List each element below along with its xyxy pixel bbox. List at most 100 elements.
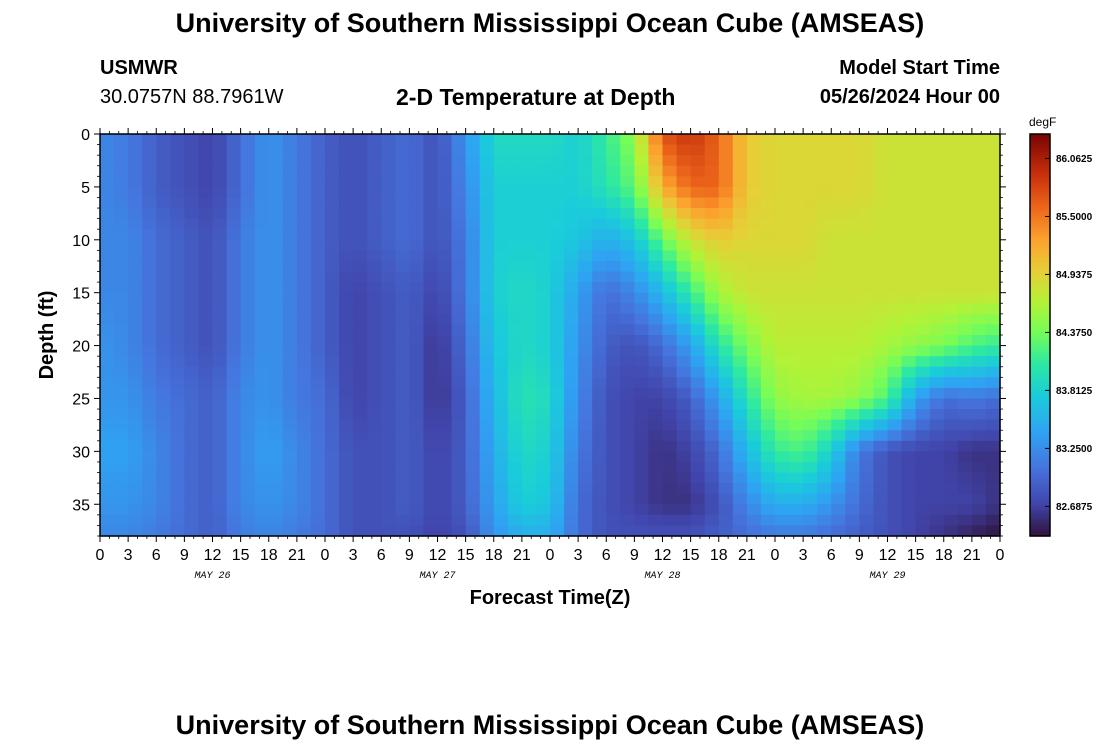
heatmap-cell	[282, 324, 298, 336]
heatmap-cell	[521, 514, 537, 527]
heatmap-cell	[662, 208, 678, 220]
heatmap-cell	[493, 472, 509, 484]
colorbar-swatch	[1030, 156, 1050, 160]
heatmap-cell	[746, 366, 762, 378]
heatmap-cell	[873, 144, 889, 156]
heatmap-cell	[479, 176, 495, 188]
heatmap-cell	[535, 282, 551, 294]
heatmap-cell	[507, 387, 523, 400]
heatmap-cell	[620, 472, 635, 484]
heatmap-cell	[592, 197, 607, 209]
station-name: USMWR	[100, 57, 178, 79]
heatmap-cell	[929, 387, 945, 400]
heatmap-cell	[437, 197, 453, 209]
colorbar-swatch	[1030, 189, 1050, 193]
heatmap-cell	[690, 144, 706, 156]
heatmap-cell	[732, 186, 748, 199]
heatmap-cell	[620, 218, 635, 230]
heatmap-cell	[550, 176, 565, 188]
heatmap-cell	[226, 155, 242, 167]
heatmap-cell	[240, 260, 256, 273]
heatmap-cell	[929, 144, 945, 156]
heatmap-cell	[240, 282, 256, 294]
heatmap-cell	[381, 197, 396, 209]
heatmap-cell	[212, 250, 228, 262]
heatmap-cell	[690, 377, 706, 389]
heatmap-cell	[212, 525, 228, 537]
heatmap-cell	[817, 208, 832, 220]
colorbar-swatch	[1030, 475, 1050, 479]
heatmap-cell	[339, 430, 354, 442]
heatmap-cell	[606, 398, 621, 410]
colorbar-swatch	[1030, 380, 1050, 384]
heatmap-cell	[845, 303, 860, 315]
heatmap-cell	[718, 335, 734, 347]
heatmap-cell	[971, 260, 987, 273]
heatmap-cell	[212, 440, 228, 452]
heatmap-cell	[634, 525, 650, 537]
heatmap-cell	[901, 335, 917, 347]
heatmap-cell	[296, 504, 312, 516]
heatmap-cell	[662, 176, 678, 188]
heatmap-cell	[789, 324, 804, 336]
heatmap-cell	[971, 197, 987, 209]
heatmap-cell	[873, 186, 889, 199]
heatmap-cell	[690, 208, 706, 220]
heatmap-cell	[282, 483, 298, 495]
heatmap-cell	[901, 292, 917, 304]
heatmap-cell	[760, 260, 776, 273]
heatmap-cell	[381, 345, 396, 357]
heatmap-cell	[128, 356, 143, 368]
heatmap-cell	[775, 356, 790, 368]
heatmap-cell	[803, 398, 818, 410]
heatmap-cell	[423, 451, 439, 463]
heatmap-cell	[985, 493, 1001, 505]
heatmap-cell	[493, 239, 509, 251]
heatmap-cell	[873, 208, 889, 220]
heatmap-cell	[817, 345, 832, 357]
heatmap-cell	[114, 472, 129, 484]
heatmap-cell	[170, 335, 185, 347]
heatmap-cell	[423, 239, 439, 251]
heatmap-cell	[254, 345, 270, 357]
heatmap-cell	[114, 398, 129, 410]
heatmap-cell	[550, 229, 565, 241]
heatmap-cell	[760, 493, 776, 505]
heatmap-cell	[662, 186, 678, 199]
heatmap-cell	[901, 451, 917, 463]
heatmap-cell	[971, 366, 987, 378]
heatmap-cell	[606, 176, 621, 188]
heatmap-cell	[423, 218, 439, 230]
heatmap-cell	[465, 144, 481, 156]
heatmap-cell	[718, 208, 734, 220]
heatmap-cell	[929, 514, 945, 527]
heatmap-cell	[634, 409, 650, 421]
heatmap-cell	[648, 335, 664, 347]
heatmap-cell	[760, 282, 776, 294]
heatmap-cell	[325, 134, 340, 146]
heatmap-cell	[282, 313, 298, 326]
heatmap-cell	[648, 144, 664, 156]
heatmap-cell	[746, 250, 762, 262]
heatmap-cell	[521, 409, 537, 421]
heatmap-cell	[550, 165, 565, 177]
heatmap-cell	[592, 345, 607, 357]
heatmap-cell	[971, 313, 987, 326]
heatmap-cell	[831, 504, 846, 516]
heatmap-cell	[817, 229, 832, 241]
heatmap-cell	[564, 208, 579, 220]
heatmap-cell	[831, 335, 846, 347]
heatmap-cell	[268, 197, 284, 209]
heatmap-cell	[465, 271, 481, 283]
colorbar-swatch	[1030, 312, 1050, 316]
heatmap-cell	[325, 398, 340, 410]
colorbar-swatch	[1030, 335, 1050, 339]
heatmap-cell	[353, 398, 368, 410]
heatmap-cell	[156, 472, 171, 484]
heatmap-cell	[521, 377, 537, 389]
colorbar-swatch	[1030, 161, 1050, 165]
heatmap-cell	[296, 324, 312, 336]
heatmap-cell	[592, 409, 607, 421]
heatmap-cell	[901, 176, 917, 188]
heatmap-cell	[268, 398, 284, 410]
